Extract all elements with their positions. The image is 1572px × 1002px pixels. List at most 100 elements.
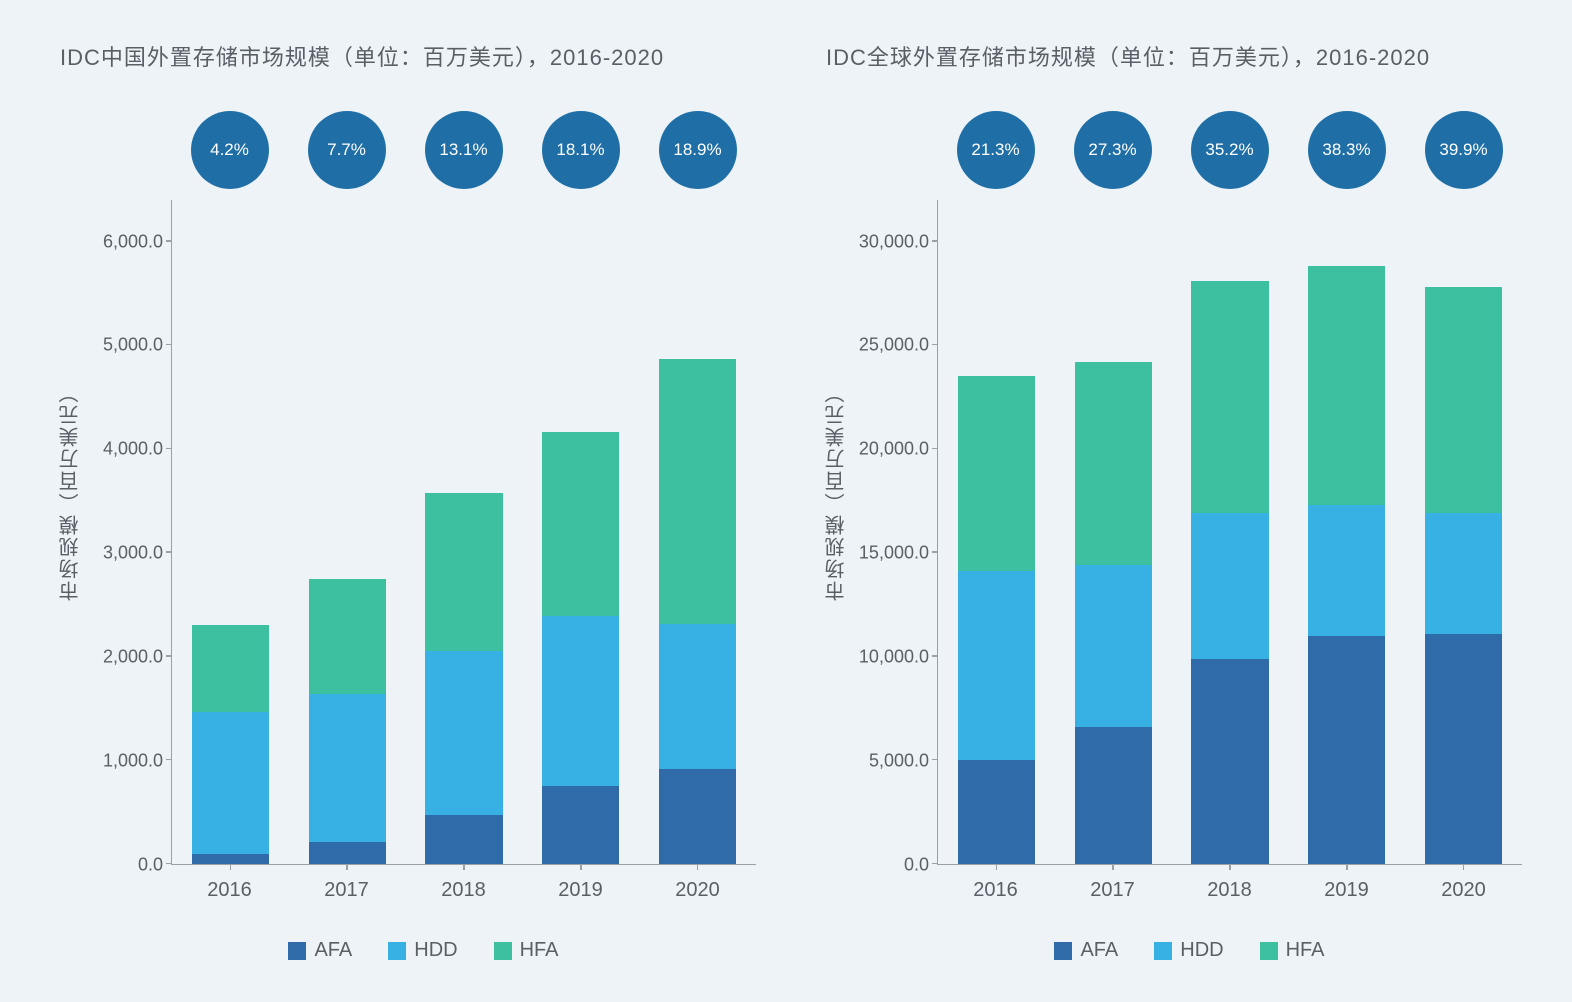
legend-swatch	[388, 942, 406, 960]
legend-item-hfa: HFA	[1260, 939, 1325, 962]
y-tick-label: 2,000.0	[103, 647, 163, 668]
y-tick-label: 1,000.0	[103, 751, 163, 772]
bar-segment-hfa	[1308, 266, 1385, 505]
bar-segment-hdd	[1075, 565, 1152, 727]
stacked-bar	[309, 200, 386, 864]
x-axis-row: 20162017201820192020	[91, 865, 756, 915]
percent-bubble: 39.9%	[1425, 111, 1503, 189]
stacked-bar	[542, 200, 619, 864]
stacked-bar	[1425, 200, 1502, 864]
stacked-bar	[1075, 200, 1152, 864]
bar-segment-hfa	[192, 625, 269, 711]
bars-region	[171, 200, 756, 865]
stacked-bar	[1308, 200, 1385, 864]
y-axis-label: 市场规模（百万美元）	[50, 100, 91, 882]
chart-canvas: IDC中国外置存储市场规模（单位：百万美元），2016-2020 市场规模（百万美…	[50, 40, 1522, 962]
stacked-bar	[659, 200, 736, 864]
bar-segment-hfa	[1191, 281, 1268, 513]
bar-segment-hfa	[425, 493, 502, 652]
legend: AFAHDDHFA	[91, 939, 756, 962]
x-axis-row: 20162017201820192020	[857, 865, 1522, 915]
percent-bubble: 18.9%	[659, 111, 737, 189]
y-tick-label: 10,000.0	[859, 647, 929, 668]
bar-segment-afa	[1425, 634, 1502, 864]
y-ticks: 0.05,000.010,000.015,000.020,000.025,000…	[857, 200, 937, 865]
percent-bubble: 27.3%	[1074, 111, 1152, 189]
bar-segment-hdd	[309, 694, 386, 842]
y-tick-label: 5,000.0	[103, 335, 163, 356]
bar-segment-hdd	[542, 616, 619, 786]
bar-segment-hfa	[1075, 362, 1152, 565]
y-tick-label: 30,000.0	[859, 231, 929, 252]
bar-segment-hfa	[1425, 287, 1502, 513]
legend-item-hdd: HDD	[1154, 939, 1223, 962]
bar-segment-hfa	[309, 579, 386, 694]
bars-region	[937, 200, 1522, 865]
legend-label: HDD	[414, 939, 457, 962]
bar-segment-hdd	[192, 712, 269, 854]
chart-title: IDC中国外置存储市场规模（单位：百万美元），2016-2020	[60, 40, 756, 72]
legend-swatch	[1260, 942, 1278, 960]
x-tick-label: 2019	[1288, 879, 1405, 902]
y-tick-label: 20,000.0	[859, 439, 929, 460]
stacked-bar	[958, 200, 1035, 864]
bubble-row: 4.2%7.7%13.1%18.1%18.9%	[91, 100, 756, 200]
chart-title: IDC全球外置存储市场规模（单位：百万美元），2016-2020	[826, 40, 1522, 72]
y-ticks: 0.01,000.02,000.03,000.04,000.05,000.06,…	[91, 200, 171, 865]
bar-segment-hdd	[425, 651, 502, 815]
stacked-bar	[192, 200, 269, 864]
bar-segment-hdd	[1308, 505, 1385, 636]
bar-segment-afa	[542, 786, 619, 864]
x-tick-label: 2018	[405, 879, 522, 902]
bar-segment-afa	[1191, 659, 1268, 864]
legend-swatch	[1154, 942, 1172, 960]
x-tick-label: 2016	[171, 879, 288, 902]
x-tick-label: 2018	[1171, 879, 1288, 902]
bar-segment-afa	[958, 760, 1035, 864]
percent-bubble: 35.2%	[1191, 111, 1269, 189]
y-tick-label: 0.0	[138, 855, 163, 876]
bar-segment-afa	[192, 854, 269, 864]
bar-segment-hdd	[1191, 513, 1268, 658]
legend: AFA HDD HFA	[857, 939, 1522, 962]
legend-swatch	[1054, 942, 1072, 960]
x-tick-label: 2020	[1405, 879, 1522, 902]
x-tick-label: 2020	[639, 879, 756, 902]
bar-segment-hdd	[659, 624, 736, 768]
percent-bubble: 4.2%	[191, 111, 269, 189]
y-tick-label: 5,000.0	[869, 751, 929, 772]
stacked-bar	[1191, 200, 1268, 864]
x-tick-label: 2019	[522, 879, 639, 902]
legend-label: HFA	[1286, 939, 1325, 962]
y-tick-label: 3,000.0	[103, 543, 163, 564]
y-axis-label: 市场规模（百万美元）	[816, 100, 857, 882]
legend-label: AFA	[1080, 939, 1118, 962]
bar-segment-afa	[425, 815, 502, 864]
bar-segment-afa	[309, 842, 386, 864]
legend-item-afa: AFA	[1054, 939, 1118, 962]
stacked-bar	[425, 200, 502, 864]
legend-swatch	[494, 942, 512, 960]
chart-body: 市场规模（百万美元） 21.3% 27.3% 35.2% 38.3% 39.9% 0.0 5,…	[816, 100, 1522, 962]
bar-segment-hfa	[958, 376, 1035, 571]
bar-segment-afa	[1308, 636, 1385, 864]
y-tick-label: 15,000.0	[859, 543, 929, 564]
y-tick-label: 0.0	[904, 855, 929, 876]
y-tick-label: 25,000.0	[859, 335, 929, 356]
legend-label: HFA	[520, 939, 559, 962]
legend-label: HDD	[1180, 939, 1223, 962]
percent-bubble: 38.3%	[1308, 111, 1386, 189]
y-tick-label: 4,000.0	[103, 439, 163, 460]
chart-panel-china: IDC中国外置存储市场规模（单位：百万美元），2016-2020 市场规模（百万美…	[50, 40, 756, 962]
x-tick-label: 2016	[937, 879, 1054, 902]
bubble-row: 21.3% 27.3% 35.2% 38.3% 39.9%	[857, 100, 1522, 200]
chart-panel-global: IDC全球外置存储市场规模（单位：百万美元），2016-2020 市场规模（百万美…	[816, 40, 1522, 962]
legend-item-hfa: HFA	[494, 939, 559, 962]
bar-segment-hfa	[659, 359, 736, 625]
x-tick-label: 2017	[1054, 879, 1171, 902]
legend-swatch	[288, 942, 306, 960]
percent-bubble: 21.3%	[957, 111, 1035, 189]
bar-segment-afa	[1075, 727, 1152, 864]
percent-bubble: 7.7%	[308, 111, 386, 189]
legend-item-hdd: HDD	[388, 939, 457, 962]
